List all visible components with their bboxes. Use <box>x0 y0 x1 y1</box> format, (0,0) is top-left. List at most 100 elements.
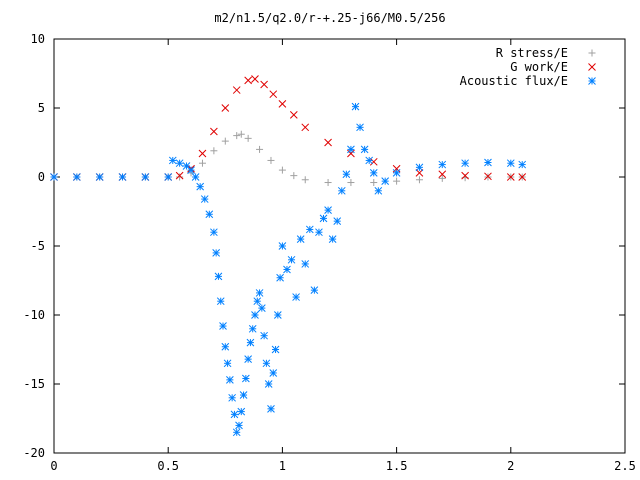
data-point <box>506 173 515 181</box>
data-point <box>278 166 286 174</box>
data-point <box>223 359 232 368</box>
data-point <box>228 393 237 402</box>
data-point <box>256 145 264 153</box>
data-point <box>221 342 230 351</box>
data-point <box>182 162 191 170</box>
data-point <box>351 102 360 111</box>
data-point <box>233 132 241 140</box>
data-point <box>324 138 332 147</box>
data-point <box>232 428 241 437</box>
legend-marker <box>588 49 596 57</box>
data-point <box>393 177 401 185</box>
data-point <box>506 159 515 168</box>
x-tick-label: 1 <box>279 459 286 473</box>
data-point <box>260 331 268 340</box>
data-point <box>244 76 252 85</box>
data-point <box>210 127 218 136</box>
data-point <box>175 159 184 168</box>
data-point <box>239 391 248 399</box>
data-point <box>347 145 355 154</box>
data-point <box>187 166 195 174</box>
data-point <box>251 75 259 83</box>
data-point <box>248 324 257 333</box>
data-point <box>484 158 492 167</box>
data-point <box>356 123 364 132</box>
data-point <box>50 173 58 181</box>
y-tick-label: 5 <box>38 101 45 115</box>
data-point <box>210 228 218 237</box>
y-tick-label: -15 <box>23 377 45 391</box>
data-point <box>415 176 423 184</box>
data-point <box>324 206 332 214</box>
data-point <box>237 407 246 416</box>
y-tick-label: -10 <box>23 308 45 322</box>
data-point <box>438 170 447 179</box>
data-point <box>342 170 351 179</box>
data-point <box>438 160 447 169</box>
data-point <box>438 174 446 182</box>
data-point <box>296 235 305 243</box>
data-point <box>251 311 259 319</box>
data-point <box>212 249 221 257</box>
x-tick-label: 2 <box>507 459 514 473</box>
data-point <box>289 111 298 119</box>
data-point <box>246 338 255 347</box>
series-2 <box>50 75 527 181</box>
y-tick-label: 0 <box>38 170 45 184</box>
data-point <box>198 149 207 158</box>
data-point <box>369 157 378 166</box>
data-point <box>232 86 241 94</box>
data-point <box>196 182 205 191</box>
axis-ticks: 0 0.5 1 1.5 2 2.5 10 5 0 -5 -10 -15 -20 <box>23 32 636 473</box>
data-point <box>392 169 401 177</box>
legend-label: G work/E <box>510 60 568 74</box>
data-point <box>141 173 150 181</box>
data-point <box>118 173 127 181</box>
data-point <box>257 304 266 312</box>
data-point <box>278 242 287 250</box>
data-point <box>176 173 184 181</box>
data-point <box>381 177 390 185</box>
data-point <box>219 322 227 330</box>
data-point <box>164 173 173 181</box>
data-point <box>175 171 184 180</box>
data-point <box>253 297 262 306</box>
data-point <box>324 179 332 187</box>
legend-marker <box>588 77 596 85</box>
data-point <box>214 272 223 281</box>
data-point <box>216 297 225 306</box>
data-point <box>95 173 104 181</box>
data-point <box>198 159 206 167</box>
data-point <box>271 345 280 354</box>
data-point <box>415 169 424 177</box>
data-point <box>273 311 282 319</box>
data-point <box>518 160 527 169</box>
data-point <box>260 80 268 89</box>
y-tick-label: 10 <box>31 32 45 46</box>
data-point <box>210 147 218 155</box>
data-point <box>310 286 319 295</box>
data-point <box>244 134 252 142</box>
data-point <box>333 217 342 226</box>
y-tick-label: -20 <box>23 446 45 460</box>
x-tick-label: 0.5 <box>157 459 179 473</box>
data-point <box>287 255 296 264</box>
legend-marker <box>588 63 596 71</box>
data-point <box>237 130 245 138</box>
data-point <box>255 289 264 297</box>
data-point <box>337 186 346 195</box>
data-point <box>365 156 374 165</box>
plot-frame <box>53 38 626 454</box>
x-tick-label: 0 <box>50 459 57 473</box>
data-point <box>415 163 424 172</box>
data-point <box>461 159 469 168</box>
data-point <box>235 421 243 430</box>
data-point <box>276 273 284 282</box>
y-tick-label: -5 <box>31 239 45 253</box>
data-point <box>461 171 469 180</box>
data-point <box>242 374 250 383</box>
data-point <box>267 156 275 164</box>
